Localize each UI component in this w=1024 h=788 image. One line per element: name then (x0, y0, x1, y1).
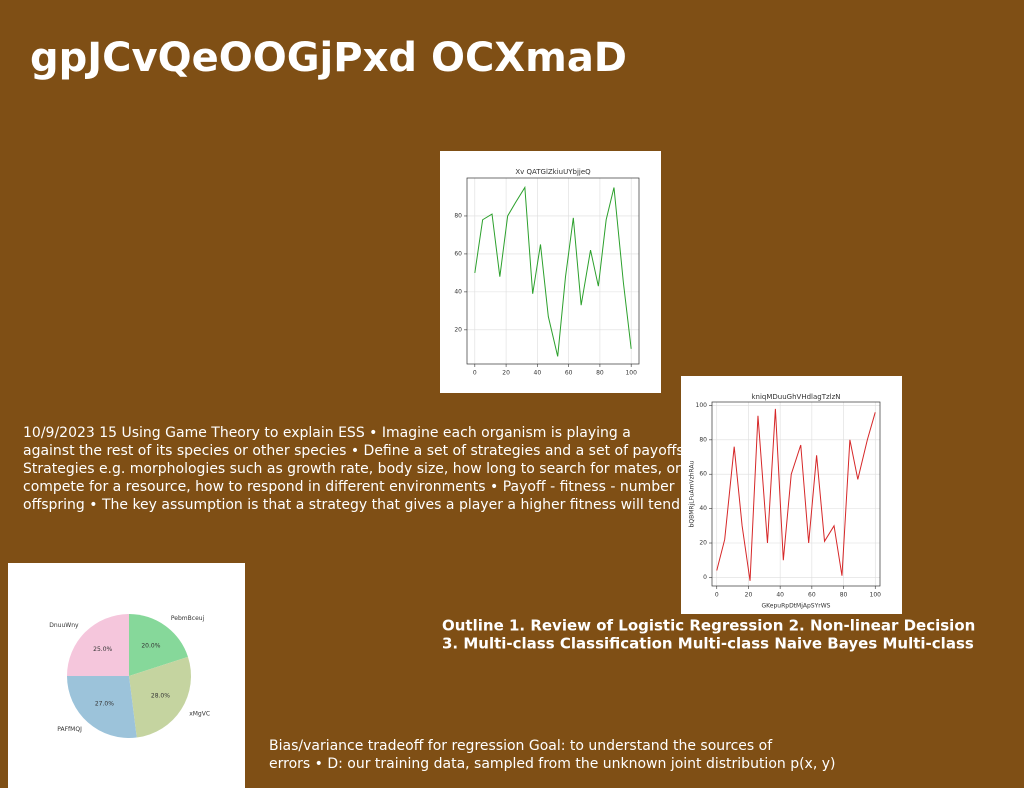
y-tick-label: 40 (699, 505, 707, 512)
pie-slice (67, 676, 137, 738)
slice-label: DnuuWny (49, 622, 79, 629)
pie-slice (129, 656, 191, 738)
y-tick-label: 0 (703, 574, 707, 581)
x-tick-label: 20 (502, 370, 510, 377)
x-tick-label: 20 (745, 592, 753, 599)
slice-value: 28.0% (151, 692, 170, 699)
x-tick-label: 80 (840, 592, 848, 599)
chart-panel (440, 151, 661, 393)
paragraph-line: errors • D: our training data, sampled f… (269, 756, 836, 772)
x-tick-label: 0 (473, 370, 477, 377)
slice-value: 20.0% (141, 642, 160, 649)
pie-slice (67, 614, 129, 676)
x-tick-label: 0 (715, 592, 719, 599)
plot-frame (711, 401, 881, 587)
y-tick-label: 20 (454, 326, 462, 333)
chart-panel (681, 376, 902, 614)
line-series (716, 408, 876, 581)
x-tick-label: 60 (808, 592, 816, 599)
paragraph-line: compete for a resource, how to respond i… (23, 479, 675, 495)
slice-label: xMgVC (189, 711, 210, 718)
paragraph-line: Outline 1. Review of Logistic Regression… (442, 617, 975, 635)
pie-slice (129, 614, 188, 676)
chart-title: Xv QATGlZkiuUYbjjeQ (515, 168, 591, 176)
slide-title: gpJCvQeOOGjPxd OCXmaD (30, 35, 627, 81)
y-tick-label: 80 (699, 436, 707, 443)
x-tick-label: 100 (870, 592, 882, 599)
y-tick-label: 80 (454, 212, 462, 219)
paragraph-line: offspring • The key assumption is that a… (23, 497, 680, 513)
chart-title: kniqMDuuGhVHdlagTzlzN (751, 393, 840, 401)
x-tick-label: 100 (625, 370, 637, 377)
y-tick-label: 60 (699, 471, 707, 478)
paragraph-line: Bias/variance tradeoff for regression Go… (269, 738, 773, 754)
x-axis-label: GKepuRpDtMjApSYrWS (762, 603, 831, 610)
y-axis-label: bQBMRjLFuAmVzhRAu (689, 460, 696, 527)
y-tick-label: 60 (454, 250, 462, 257)
x-tick-label: 40 (776, 592, 784, 599)
slice-label: PebmBceuj (171, 615, 205, 622)
slice-value: 27.0% (95, 700, 114, 707)
slice-value: 25.0% (93, 646, 112, 653)
paragraph-line: Strategies e.g. morphologies such as gro… (23, 461, 681, 477)
line-series (474, 185, 632, 357)
paragraph-line: against the rest of its species or other… (23, 443, 684, 459)
x-tick-label: 40 (534, 370, 542, 377)
x-tick-label: 60 (565, 370, 573, 377)
y-tick-label: 40 (454, 288, 462, 295)
y-tick-label: 20 (699, 540, 707, 547)
x-tick-label: 80 (596, 370, 604, 377)
paragraph-line: 10/9/2023 15 Using Game Theory to explai… (23, 425, 631, 441)
slice-label: PAFfMQJ (57, 726, 82, 733)
paragraph-line: 3. Multi-class Classification Multi-clas… (442, 635, 974, 653)
y-tick-label: 100 (696, 402, 708, 409)
plot-frame (466, 177, 640, 365)
